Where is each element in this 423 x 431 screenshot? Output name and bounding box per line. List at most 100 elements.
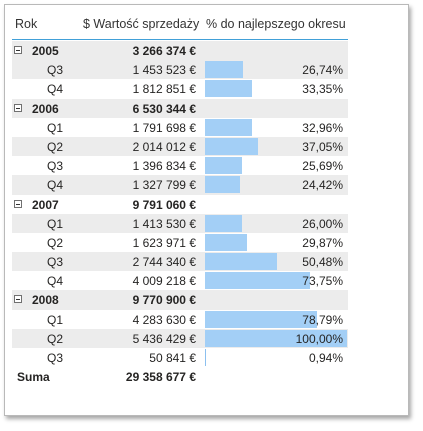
pct-cell: 73,75% [205,272,347,290]
pct-value: 26,00% [302,216,343,231]
pct-value: 73,75% [302,274,343,289]
data-bar [205,233,248,251]
quarter-row[interactable]: Q3 50 841 € 0,94% [12,348,348,367]
data-bar [205,61,243,79]
column-header-sales[interactable]: $ Wartość sprzedaży [83,17,200,31]
header-divider [12,39,348,40]
data-bar [205,137,258,155]
quarter-label: Q3 [47,255,64,270]
pct-cell: 0,94% [205,349,347,366]
sales-value: 2 744 340 € [132,255,196,270]
quarter-label: Q4 [47,178,64,193]
quarter-label: Q2 [47,139,64,154]
pct-cell: 26,00% [205,214,347,232]
collapse-icon[interactable] [14,103,22,112]
quarter-label: Q1 [47,120,64,135]
pct-value: 29,87% [302,235,343,250]
sales-value: 3 266 374 € [132,44,196,58]
quarter-row[interactable]: Q2 1 623 971 € 29,87% [12,233,348,252]
sales-value: 9 791 060 € [132,197,196,212]
data-bar [205,118,252,136]
pct-cell: 24,42% [205,176,347,194]
quarter-row[interactable]: Q3 1 396 834 € 25,69% [12,156,348,175]
quarter-row[interactable]: Q3 2 744 340 € 50,48% [12,252,348,272]
data-bar [205,349,206,366]
pct-cell: 100,00% [205,329,347,347]
data-bar [205,310,317,328]
sales-value: 1 453 523 € [132,63,196,78]
quarter-label: Q4 [47,274,64,289]
collapse-icon[interactable] [14,295,22,304]
quarter-row[interactable]: Q3 1 453 523 € 26,74% [12,60,348,80]
year-label: 2007 [32,197,59,212]
data-bar [205,157,242,175]
quarter-row[interactable]: Q2 5 436 429 € 100,00% [12,328,348,348]
data-bar [205,176,240,194]
pct-value: 26,74% [302,63,343,78]
pct-value: 25,69% [302,159,343,174]
pct-value: 50,48% [302,255,343,270]
column-header-pct[interactable]: % do najlepszego okresu [206,17,346,31]
pct-cell: 50,48% [205,253,347,271]
sales-value: 1 413 530 € [132,216,196,231]
quarter-label: Q4 [47,82,64,97]
quarter-row[interactable]: Q1 1 413 530 € 26,00% [12,213,348,233]
year-row[interactable]: 2006 6 530 344 € [12,98,348,118]
sales-value: 9 770 900 € [132,293,196,308]
year-row[interactable]: 2005 3 266 374 € [12,41,348,61]
pct-value: 100,00% [295,331,343,346]
pct-value: 33,35% [302,82,343,97]
pct-cell: 78,79% [205,310,347,328]
quarter-label: Q3 [47,63,64,78]
quarter-row[interactable]: Q1 1 791 698 € 32,96% [12,118,348,137]
sales-value: 4 283 630 € [132,312,196,327]
quarter-label: Q3 [47,351,64,365]
pct-value: 24,42% [302,178,343,193]
quarter-label: Q2 [47,331,64,346]
collapse-icon[interactable] [14,199,22,208]
pct-value: 37,05% [302,139,343,154]
data-bar [205,80,253,98]
pct-cell: 26,74% [205,61,347,79]
sales-value: 1 327 799 € [132,178,196,193]
year-label: 2005 [32,44,59,58]
quarter-row[interactable]: Q4 1 327 799 € 24,42% [12,175,348,195]
sales-value: 1 791 698 € [132,120,196,135]
collapse-icon[interactable] [14,46,22,54]
pct-value: 78,79% [302,312,343,327]
quarter-row[interactable]: Q2 2 014 012 € 37,05% [12,136,348,157]
quarter-row[interactable]: Q4 4 009 218 € 73,75% [12,271,348,290]
pct-cell: 37,05% [205,137,347,155]
quarter-label: Q2 [47,235,64,250]
pct-cell: 29,87% [205,233,347,251]
year-row[interactable]: 2008 9 770 900 € [12,290,348,310]
data-bar [205,272,310,290]
sales-value: 4 009 218 € [132,274,196,289]
matrix-visual: Rok $ Wartość sprzedaży % do najlepszego… [4,4,409,416]
sales-value: 5 436 429 € [132,331,196,346]
pct-cell: 25,69% [205,157,347,175]
sales-value: 1 812 851 € [132,82,196,97]
column-header-row: Rok $ Wartość sprzedaży % do najlepszego… [5,11,347,39]
column-header-year[interactable]: Rok [15,17,38,31]
sales-value: 1 396 834 € [132,159,196,174]
data-bar [205,253,277,271]
quarter-label: Q1 [47,312,64,327]
total-row[interactable]: Suma 29 358 677 € [12,367,348,386]
quarter-label: Q1 [47,216,64,231]
data-bar [205,329,347,347]
total-label: Suma [17,370,50,385]
pct-cell: 33,35% [205,80,347,98]
quarter-row[interactable]: Q1 4 283 630 € 78,79% [12,310,348,329]
quarter-row[interactable]: Q4 1 812 851 € 33,35% [12,79,348,98]
matrix-body: 2005 3 266 374 € Q3 1 453 523 € 26,74% Q4 1 81… [12,41,348,386]
year-label: 2006 [32,101,59,116]
sales-value: 1 623 971 € [132,235,196,250]
pct-cell: 32,96% [205,118,347,136]
sales-value: 2 014 012 € [132,139,196,154]
data-bar [205,214,242,232]
year-row[interactable]: 2007 9 791 060 € [12,195,348,214]
pct-value: 32,96% [302,120,343,135]
year-label: 2008 [32,293,59,308]
sales-value: 50 841 € [149,351,196,365]
